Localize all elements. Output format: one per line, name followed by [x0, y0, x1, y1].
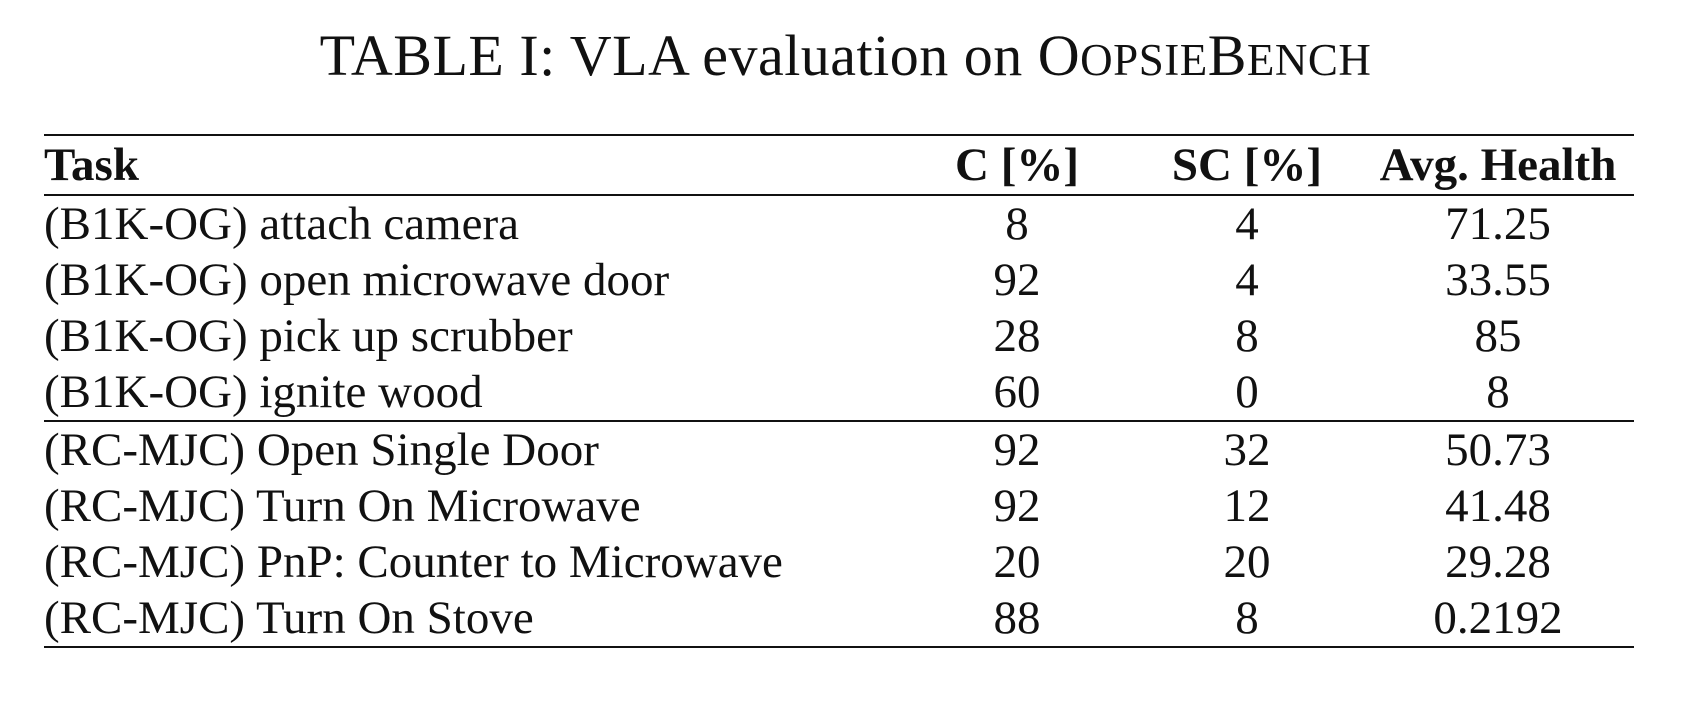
cell-sc: 0 [1235, 366, 1259, 418]
benchmark-name-part-2-rest: ENCH [1246, 35, 1372, 85]
cell-sc: 4 [1235, 254, 1259, 306]
cell-sc: 4 [1235, 198, 1259, 250]
cell-task: (RC-MJC) Open Single Door [44, 424, 599, 476]
cell-avg-health: 8 [1486, 366, 1510, 418]
table-row: (B1K-OG) open microwave door 92 4 33.55 [44, 252, 1634, 308]
cell-c: 92 [993, 254, 1041, 306]
cell-avg-health: 33.55 [1445, 254, 1551, 306]
cell-avg-health: 50.73 [1445, 424, 1551, 476]
cell-c: 28 [993, 310, 1041, 362]
cell-c: 88 [993, 592, 1041, 644]
benchmark-name: OOPSIEBENCH [1038, 23, 1372, 88]
cell-avg-health: 41.48 [1445, 480, 1551, 532]
cell-sc: 12 [1223, 480, 1271, 532]
table-row: (RC-MJC) Turn On Stove 88 8 0.2192 [44, 590, 1634, 647]
cell-avg-health: 0.2192 [1433, 592, 1563, 644]
benchmark-name-part-2-initial: B [1207, 23, 1247, 88]
cell-task: (RC-MJC) Turn On Stove [44, 592, 534, 644]
cell-c: 92 [993, 424, 1041, 476]
cell-c: 20 [993, 536, 1041, 588]
cell-task: (RC-MJC) PnP: Counter to Microwave [44, 536, 783, 588]
table-row: (B1K-OG) pick up scrubber 28 8 85 [44, 308, 1634, 364]
table-row: (RC-MJC) Open Single Door 92 32 50.73 [44, 421, 1634, 478]
table-row: (B1K-OG) ignite wood 60 0 8 [44, 364, 1634, 421]
cell-task: (RC-MJC) Turn On Microwave [44, 480, 641, 532]
cell-sc: 32 [1223, 424, 1271, 476]
cell-task: (B1K-OG) ignite wood [44, 366, 483, 418]
header-row: Task C [%] SC [%] Avg. Health [44, 135, 1634, 195]
benchmark-name-part-1-rest: OPSIE [1080, 35, 1208, 85]
results-table: Task C [%] SC [%] Avg. Health (B1K-OG) a… [44, 134, 1634, 648]
header-avg-health: Avg. Health [1379, 139, 1617, 191]
cell-avg-health: 71.25 [1445, 198, 1551, 250]
cell-task: (B1K-OG) open microwave door [44, 254, 670, 306]
header-task: Task [44, 139, 139, 191]
header-c: C [%] [955, 139, 1079, 191]
table-caption: TABLE I: VLA evaluation on OOPSIEBENCH [0, 18, 1691, 98]
cell-c: 8 [1005, 198, 1029, 250]
cell-avg-health: 85 [1474, 310, 1522, 362]
header-sc: SC [%] [1171, 139, 1323, 191]
caption-prefix: TABLE I: VLA evaluation on [319, 23, 1038, 88]
cell-c: 92 [993, 480, 1041, 532]
cell-c: 60 [993, 366, 1041, 418]
benchmark-name-part-1-initial: O [1037, 23, 1081, 88]
cell-sc: 8 [1235, 592, 1259, 644]
cell-sc: 20 [1223, 536, 1271, 588]
table-row: (B1K-OG) attach camera 8 4 71.25 [44, 195, 1634, 252]
cell-task: (B1K-OG) pick up scrubber [44, 310, 573, 362]
cell-avg-health: 29.28 [1445, 536, 1551, 588]
table-row: (RC-MJC) Turn On Microwave 92 12 41.48 [44, 478, 1634, 534]
cell-sc: 8 [1235, 310, 1259, 362]
cell-task: (B1K-OG) attach camera [44, 198, 519, 250]
table-row: (RC-MJC) PnP: Counter to Microwave 20 20… [44, 534, 1634, 590]
